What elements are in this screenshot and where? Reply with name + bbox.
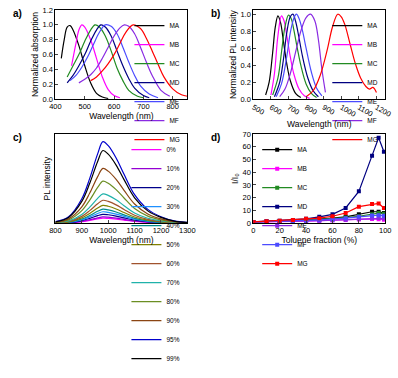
svg-text:Normalized absorption: Normalized absorption: [30, 12, 40, 97]
svg-text:40: 40: [301, 226, 311, 236]
svg-text:60%: 60%: [166, 260, 179, 267]
svg-text:1200: 1200: [152, 226, 170, 236]
svg-text:0.2: 0.2: [43, 80, 53, 89]
svg-text:600: 600: [108, 102, 121, 111]
svg-text:MG: MG: [367, 136, 377, 143]
svg-text:MF: MF: [169, 117, 178, 124]
svg-text:800: 800: [166, 102, 179, 112]
svg-text:d): d): [211, 132, 220, 143]
svg-text:100: 100: [379, 226, 392, 235]
svg-text:500: 500: [250, 103, 265, 117]
svg-text:600: 600: [268, 103, 283, 117]
svg-text:MA: MA: [297, 146, 307, 153]
svg-text:70: 70: [242, 130, 250, 139]
svg-text:MD: MD: [297, 203, 307, 210]
svg-text:0.8: 0.8: [43, 35, 53, 44]
svg-text:20: 20: [275, 226, 284, 236]
svg-text:MF: MF: [367, 117, 376, 124]
svg-text:0.4: 0.4: [240, 61, 250, 70]
svg-text:MD: MD: [169, 79, 179, 86]
svg-text:50%: 50%: [166, 241, 179, 248]
svg-text:10: 10: [242, 206, 250, 215]
svg-text:40: 40: [242, 168, 250, 177]
svg-text:1.0: 1.0: [240, 10, 250, 19]
svg-text:80: 80: [355, 226, 363, 235]
svg-text:80%: 80%: [166, 298, 179, 305]
svg-text:50: 50: [242, 155, 250, 164]
svg-text:70%: 70%: [166, 279, 179, 286]
svg-text:1200: 1200: [373, 102, 393, 119]
svg-text:Wavelength (nm): Wavelength (nm): [89, 235, 154, 245]
svg-text:60: 60: [242, 142, 250, 151]
svg-text:MB: MB: [169, 41, 179, 48]
svg-text:MC: MC: [297, 184, 307, 191]
svg-text:ME: ME: [367, 98, 377, 105]
svg-text:0.8: 0.8: [240, 27, 250, 36]
svg-text:95%: 95%: [166, 336, 179, 343]
svg-text:ME: ME: [169, 98, 179, 105]
svg-text:400: 400: [49, 102, 62, 111]
svg-text:0.6: 0.6: [240, 44, 250, 53]
svg-text:MB: MB: [297, 165, 307, 172]
svg-text:0.2: 0.2: [240, 78, 250, 87]
svg-text:MB: MB: [367, 41, 377, 48]
svg-text:800: 800: [303, 103, 318, 117]
svg-text:MC: MC: [169, 60, 179, 67]
svg-text:60: 60: [328, 226, 336, 235]
svg-text:0%: 0%: [166, 146, 176, 153]
svg-text:1100: 1100: [356, 102, 375, 119]
svg-text:700: 700: [286, 103, 301, 117]
svg-text:10%: 10%: [166, 165, 179, 172]
svg-text:500: 500: [79, 102, 92, 111]
svg-text:MG: MG: [169, 136, 179, 143]
svg-text:1100: 1100: [127, 226, 143, 235]
svg-text:I/I₀: I/I₀: [230, 173, 240, 184]
svg-text:30%: 30%: [166, 203, 179, 210]
svg-text:a): a): [13, 8, 22, 19]
svg-text:PL intensity: PL intensity: [42, 156, 52, 200]
svg-text:20: 20: [242, 193, 250, 202]
svg-text:Normalized PL intensity: Normalized PL intensity: [228, 9, 238, 99]
svg-text:MA: MA: [169, 22, 179, 29]
svg-text:Wavelength (nm): Wavelength (nm): [89, 111, 154, 121]
svg-text:MA: MA: [367, 22, 377, 29]
svg-text:1000: 1000: [338, 103, 357, 119]
svg-text:0.4: 0.4: [43, 65, 53, 74]
svg-text:0.6: 0.6: [43, 50, 53, 59]
svg-text:30: 30: [242, 181, 250, 190]
svg-text:Toluene fraction (%): Toluene fraction (%): [281, 235, 357, 245]
svg-text:MF: MF: [297, 241, 306, 248]
svg-text:700: 700: [137, 102, 150, 111]
svg-text:900: 900: [321, 103, 336, 117]
svg-text:20%: 20%: [166, 184, 179, 191]
svg-text:Wavelength (nm): Wavelength (nm): [287, 119, 352, 129]
svg-text:ME: ME: [297, 222, 307, 229]
svg-text:1300: 1300: [179, 226, 196, 235]
svg-text:0.0: 0.0: [240, 95, 250, 104]
svg-text:MC: MC: [367, 60, 377, 67]
svg-text:0: 0: [247, 219, 251, 228]
svg-text:90%: 90%: [166, 317, 179, 324]
svg-text:c): c): [13, 132, 22, 143]
svg-text:1.0: 1.0: [43, 20, 53, 29]
svg-text:1.2: 1.2: [43, 6, 53, 15]
svg-text:900: 900: [76, 226, 89, 235]
svg-text:0: 0: [251, 226, 255, 235]
svg-text:40%: 40%: [166, 222, 179, 229]
svg-text:0.0: 0.0: [43, 95, 53, 104]
svg-text:99%: 99%: [166, 355, 179, 362]
svg-text:800: 800: [49, 226, 62, 235]
svg-text:MG: MG: [297, 260, 307, 267]
svg-text:b): b): [211, 8, 220, 19]
svg-text:MD: MD: [367, 79, 377, 86]
svg-text:1000: 1000: [100, 226, 117, 235]
